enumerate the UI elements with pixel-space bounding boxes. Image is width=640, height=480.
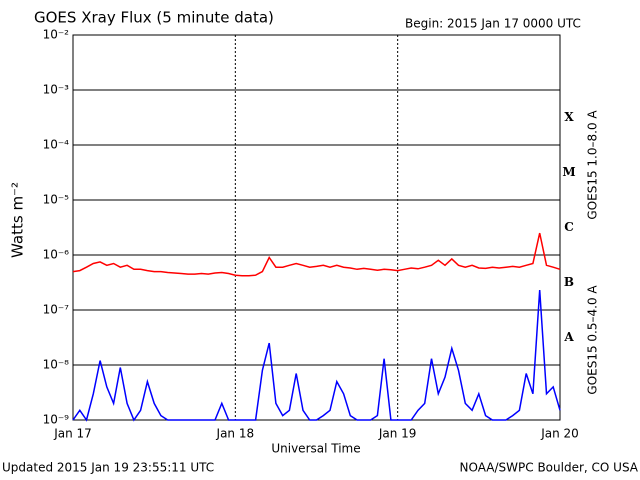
footer-left: Updated 2015 Jan 19 23:55:11 UTC <box>2 461 214 475</box>
y-tick-label: 10⁻³ <box>43 83 70 97</box>
y-tick-label: 10⁻⁹ <box>43 413 70 427</box>
flare-class-label: B <box>564 275 574 289</box>
plot-area <box>72 34 561 421</box>
x-tick-label: Jan 18 <box>216 427 255 441</box>
y-tick-label: 10⁻⁷ <box>43 303 70 317</box>
y-tick-label: 10⁻⁶ <box>43 248 70 262</box>
legend-entry: GOES15 1.0–8.0 A <box>586 110 600 220</box>
x-tick-label: Jan 17 <box>53 427 92 441</box>
y-tick-label: 10⁻⁴ <box>43 138 70 152</box>
x-tick-label: Jan 20 <box>540 427 579 441</box>
y-axis-label: Watts m⁻² <box>9 182 27 258</box>
y-tick-label: 10⁻⁸ <box>43 358 70 372</box>
x-axis-label: Universal Time <box>271 442 360 456</box>
x-tick-label: Jan 19 <box>378 427 417 441</box>
chart-title: GOES Xray Flux (5 minute data) <box>34 9 274 27</box>
flare-class-label: C <box>564 220 574 234</box>
flare-class-label: A <box>563 330 574 344</box>
flare-class-label: X <box>564 110 574 124</box>
series-line <box>72 290 561 422</box>
series-line <box>72 232 561 277</box>
legend-entry: GOES15 0.5–4.0 A <box>586 285 600 395</box>
flare-class-label: M <box>562 165 575 179</box>
footer-right: NOAA/SWPC Boulder, CO USA <box>460 461 639 475</box>
y-tick-label: 10⁻² <box>43 28 70 42</box>
chart-subtitle: Begin: 2015 Jan 17 0000 UTC <box>405 17 581 31</box>
y-tick-label: 10⁻⁵ <box>43 193 70 207</box>
